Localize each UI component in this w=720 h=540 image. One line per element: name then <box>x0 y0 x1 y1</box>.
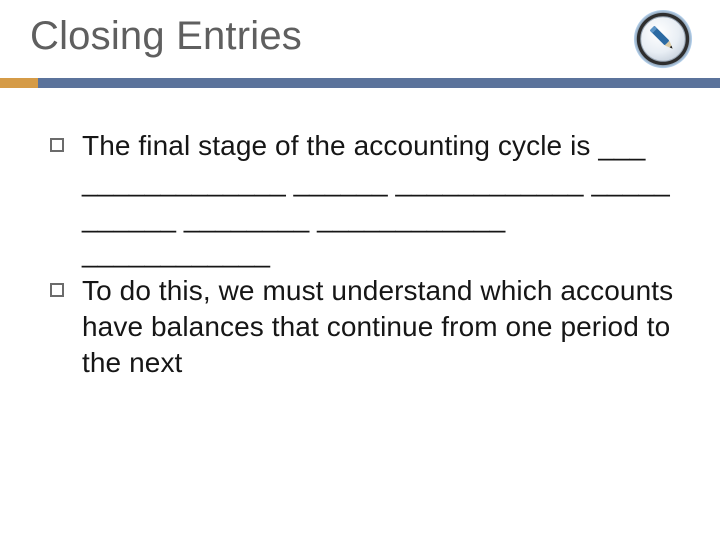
pencil-badge-icon <box>632 8 694 70</box>
title-area: Closing Entries <box>30 14 590 59</box>
page-title: Closing Entries <box>30 14 590 59</box>
list-item: The final stage of the accounting cycle … <box>50 128 686 271</box>
underline-accent <box>0 78 38 88</box>
list-item: To do this, we must understand which acc… <box>50 273 686 380</box>
bullet-text: The final stage of the accounting cycle … <box>82 128 686 271</box>
bullet-list: The final stage of the accounting cycle … <box>50 128 686 381</box>
underline-main <box>38 78 720 88</box>
square-bullet-icon <box>50 138 64 152</box>
title-underline <box>0 78 720 88</box>
slide: Closing Entries <box>0 0 720 540</box>
bullet-text: To do this, we must understand which acc… <box>82 273 686 380</box>
content-area: The final stage of the accounting cycle … <box>50 128 686 383</box>
square-bullet-icon <box>50 283 64 297</box>
